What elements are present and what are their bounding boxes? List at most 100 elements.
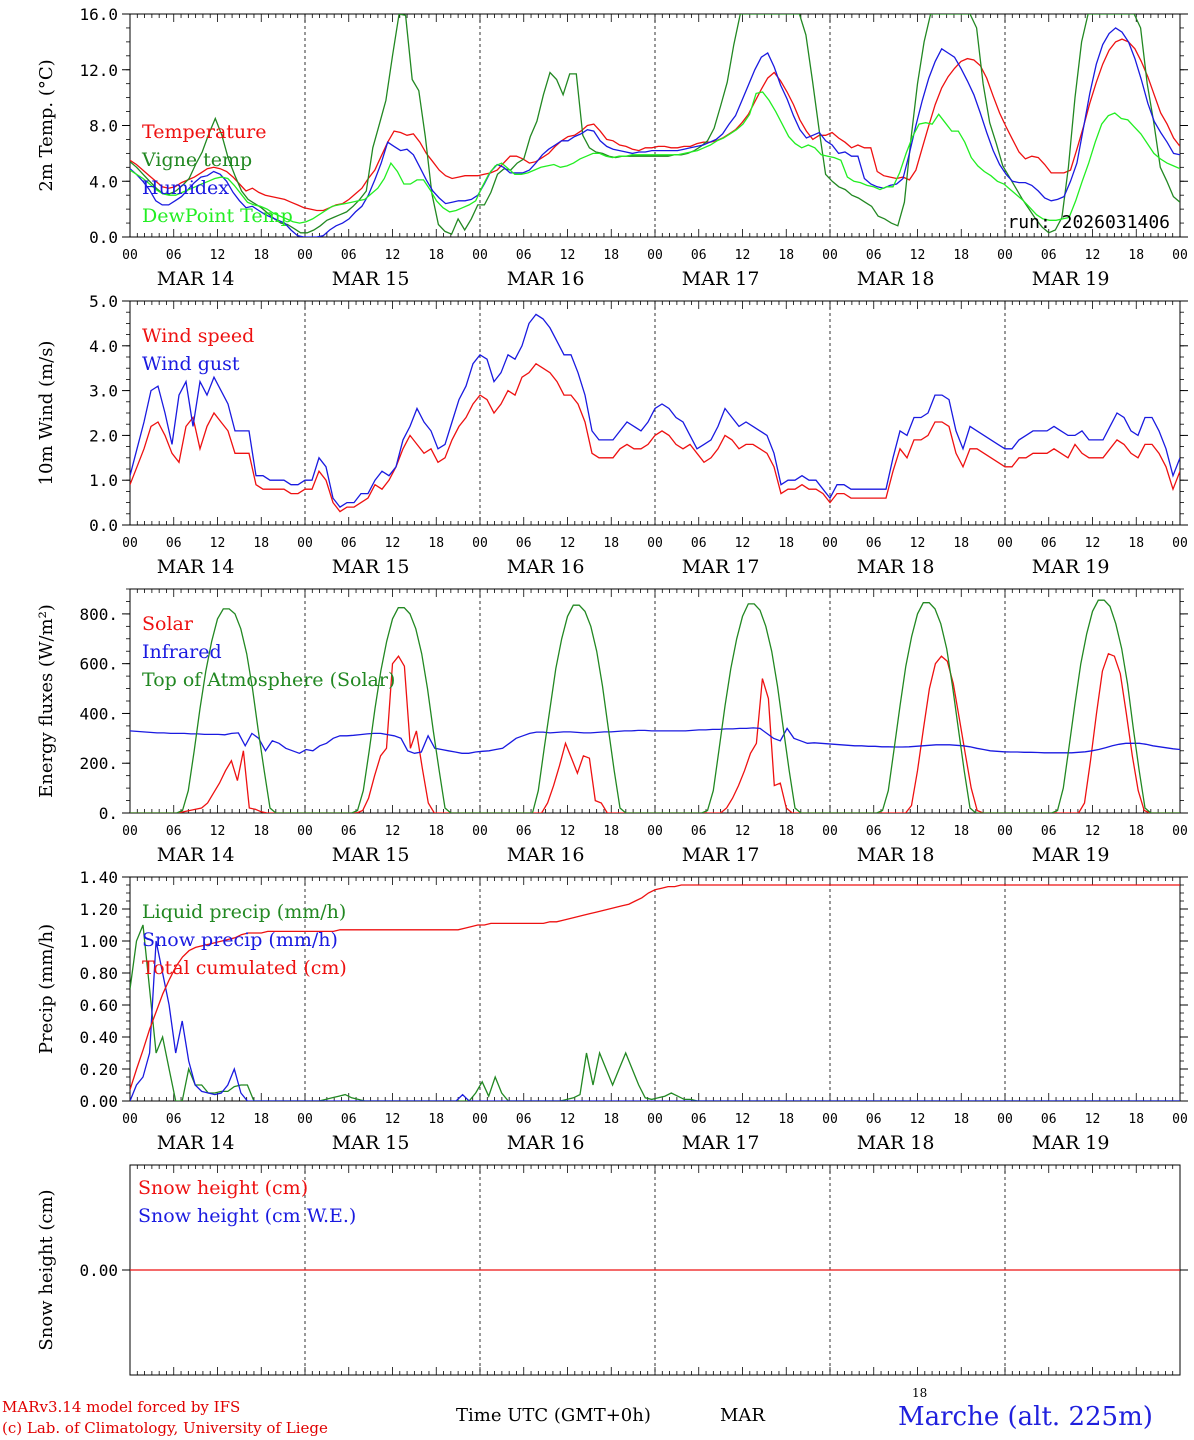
- x-tick-label: 00: [1172, 1112, 1188, 1127]
- x-tick-label: 06: [691, 1112, 707, 1127]
- day-label: MAR 14: [157, 268, 235, 290]
- x-tick-label: 06: [516, 824, 532, 839]
- day-label: MAR 14: [157, 1132, 235, 1154]
- x-tick-label: 06: [516, 536, 532, 551]
- y-axis-title: Energy fluxes (W/m²): [36, 604, 57, 798]
- day-label: MAR 15: [332, 1132, 410, 1154]
- x-tick-label: 06: [1041, 536, 1057, 551]
- y-tick-label: 1.0: [89, 471, 118, 490]
- x-tick-label: 12: [210, 824, 226, 839]
- legend-entry: Temperature: [142, 121, 266, 143]
- x-tick-label: 00: [297, 824, 313, 839]
- x-tick-label: 18: [603, 536, 619, 551]
- day-label: MAR 19: [1032, 1132, 1110, 1154]
- x-tick-label: 06: [166, 1112, 182, 1127]
- x-tick-label: 06: [516, 1112, 532, 1127]
- x-tick-label: 12: [735, 1112, 751, 1127]
- x-tick-label: 12: [385, 248, 401, 263]
- x-tick-label: 18: [603, 248, 619, 263]
- x-tick-label: 06: [166, 248, 182, 263]
- credit-line-2: (c) Lab. of Climatology, University of L…: [2, 1419, 328, 1437]
- series-line: [130, 727, 1180, 755]
- x-tick-label: 00: [1172, 248, 1188, 263]
- y-tick-label: 4.0: [89, 172, 118, 191]
- x-tick-label: 06: [691, 824, 707, 839]
- legend-entry: Liquid precip (mm/h): [142, 901, 346, 923]
- x-tick-label: 12: [560, 1112, 576, 1127]
- legend-entry: Total cumulated (cm): [142, 957, 347, 979]
- x-tick-label: 12: [735, 248, 751, 263]
- panel-1: 00 06 12 18 00 06 12 18 00 06 12 18 00 06 12 18 00 06 12 18…: [36, 5, 1188, 290]
- y-tick-label: 800.: [79, 605, 118, 624]
- x-tick-label: 18: [253, 1112, 269, 1127]
- y-tick-label: 0.0: [89, 228, 118, 247]
- day-label: MAR 16: [507, 844, 585, 866]
- x-tick-label: 00: [472, 1112, 488, 1127]
- x-tick-label: 06: [691, 536, 707, 551]
- y-axis-title: 10m Wind (m/s): [36, 341, 57, 486]
- day-label: MAR 18: [857, 1132, 935, 1154]
- day-label: MAR 16: [507, 1132, 585, 1154]
- day-tag: 18: [912, 1386, 928, 1400]
- day-label: MAR 17: [682, 268, 760, 290]
- panel-5: 0.00 Snow height (cm) Snow height (cm) Snow…: [36, 1164, 1188, 1376]
- x-tick-label: 12: [385, 1112, 401, 1127]
- x-tick-label: 00: [997, 824, 1013, 839]
- x-tick-label: 18: [253, 824, 269, 839]
- x-tick-label: 00: [822, 536, 838, 551]
- y-tick-label: 12.0: [79, 61, 118, 80]
- x-tick-label: 12: [1085, 824, 1101, 839]
- series-line: [130, 27, 1180, 237]
- x-tick-label: 00: [822, 1112, 838, 1127]
- x-tick-label: 00: [472, 536, 488, 551]
- panel-2: 00 06 12 18 00 06 12 18 00 06 12 18 00 06 12 18 00 06 12 18…: [36, 292, 1188, 578]
- x-tick-label: 00: [122, 1112, 138, 1127]
- x-tick-label: 12: [560, 248, 576, 263]
- x-tick-label: 06: [341, 536, 357, 551]
- y-tick-label: 600.: [79, 655, 118, 674]
- y-tick-label: 16.0: [79, 5, 118, 24]
- y-tick-label: 3.0: [89, 382, 118, 401]
- legend-entry: Snow height (cm): [138, 1177, 308, 1199]
- y-axis-title: Snow height (cm): [36, 1189, 57, 1350]
- plot-frame: [129, 13, 1181, 238]
- legend-entry: Wind speed: [142, 325, 254, 347]
- day-label: MAR 16: [507, 556, 585, 578]
- y-axis-title: 2m Temp. (°C): [36, 59, 57, 191]
- x-tick-label: 00: [822, 248, 838, 263]
- x-tick-label: 00: [647, 536, 663, 551]
- day-label: MAR 19: [1032, 556, 1110, 578]
- y-tick-label: 2.0: [89, 426, 118, 445]
- x-tick-label: 18: [1128, 824, 1144, 839]
- x-tick-label: 06: [341, 1112, 357, 1127]
- day-label: MAR 14: [157, 844, 235, 866]
- legend-entry: Top of Atmosphere (Solar): [142, 669, 395, 691]
- legend-entry: Solar: [142, 613, 194, 635]
- day-label: MAR 18: [857, 556, 935, 578]
- plot-frame: [129, 588, 1181, 814]
- x-tick-label: 18: [1128, 536, 1144, 551]
- x-tick-label: 18: [1128, 248, 1144, 263]
- y-tick-label: 0.: [99, 804, 118, 823]
- day-label: MAR 15: [332, 268, 410, 290]
- y-tick-label: 0.00: [79, 1261, 118, 1280]
- series-line: [130, 91, 1180, 224]
- y-tick-label: 0.80: [79, 964, 118, 983]
- x-tick-label: 18: [603, 1112, 619, 1127]
- x-tick-label: 18: [953, 536, 969, 551]
- day-label: MAR 17: [682, 844, 760, 866]
- x-tick-label: 12: [210, 536, 226, 551]
- x-tick-label: 12: [910, 824, 926, 839]
- x-tick-label: 12: [910, 248, 926, 263]
- x-tick-label: 06: [166, 536, 182, 551]
- x-tick-label: 12: [385, 824, 401, 839]
- legend-entry: DewPoint Temp: [142, 205, 293, 227]
- x-tick-label: 00: [997, 248, 1013, 263]
- y-tick-label: 4.0: [89, 337, 118, 356]
- legend-entry: Vigne temp: [141, 149, 252, 171]
- day-label: MAR 15: [332, 844, 410, 866]
- day-label: MAR 19: [1032, 268, 1110, 290]
- x-tick-label: 12: [910, 536, 926, 551]
- x-tick-label: 12: [385, 536, 401, 551]
- panel-3: 00 06 12 18 00 06 12 18 00 06 12 18 00 06 12 18 00 06 12 18…: [36, 588, 1188, 866]
